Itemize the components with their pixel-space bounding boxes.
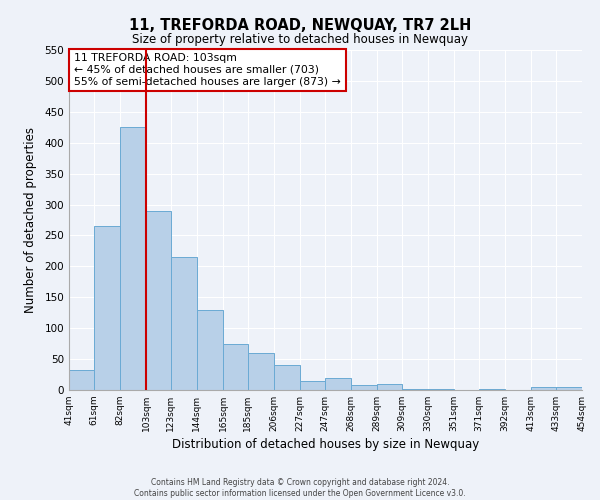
X-axis label: Distribution of detached houses by size in Newquay: Distribution of detached houses by size … [172,438,479,451]
Text: Contains HM Land Registry data © Crown copyright and database right 2024.
Contai: Contains HM Land Registry data © Crown c… [134,478,466,498]
Bar [377,384,402,390]
Bar [120,128,146,390]
Bar [171,257,197,390]
Bar [531,387,556,390]
Bar [197,310,223,390]
Bar [248,353,274,390]
Text: 11 TREFORDA ROAD: 103sqm
← 45% of detached houses are smaller (703)
55% of semi-: 11 TREFORDA ROAD: 103sqm ← 45% of detach… [74,54,341,86]
Bar [351,385,377,390]
Bar [223,344,248,390]
Bar [274,366,300,390]
Bar [146,210,171,390]
Bar [69,370,94,390]
Text: 11, TREFORDA ROAD, NEWQUAY, TR7 2LH: 11, TREFORDA ROAD, NEWQUAY, TR7 2LH [129,18,471,32]
Text: Size of property relative to detached houses in Newquay: Size of property relative to detached ho… [132,32,468,46]
Bar [556,387,582,390]
Y-axis label: Number of detached properties: Number of detached properties [25,127,37,313]
Bar [325,378,351,390]
Bar [300,380,325,390]
Bar [94,226,120,390]
